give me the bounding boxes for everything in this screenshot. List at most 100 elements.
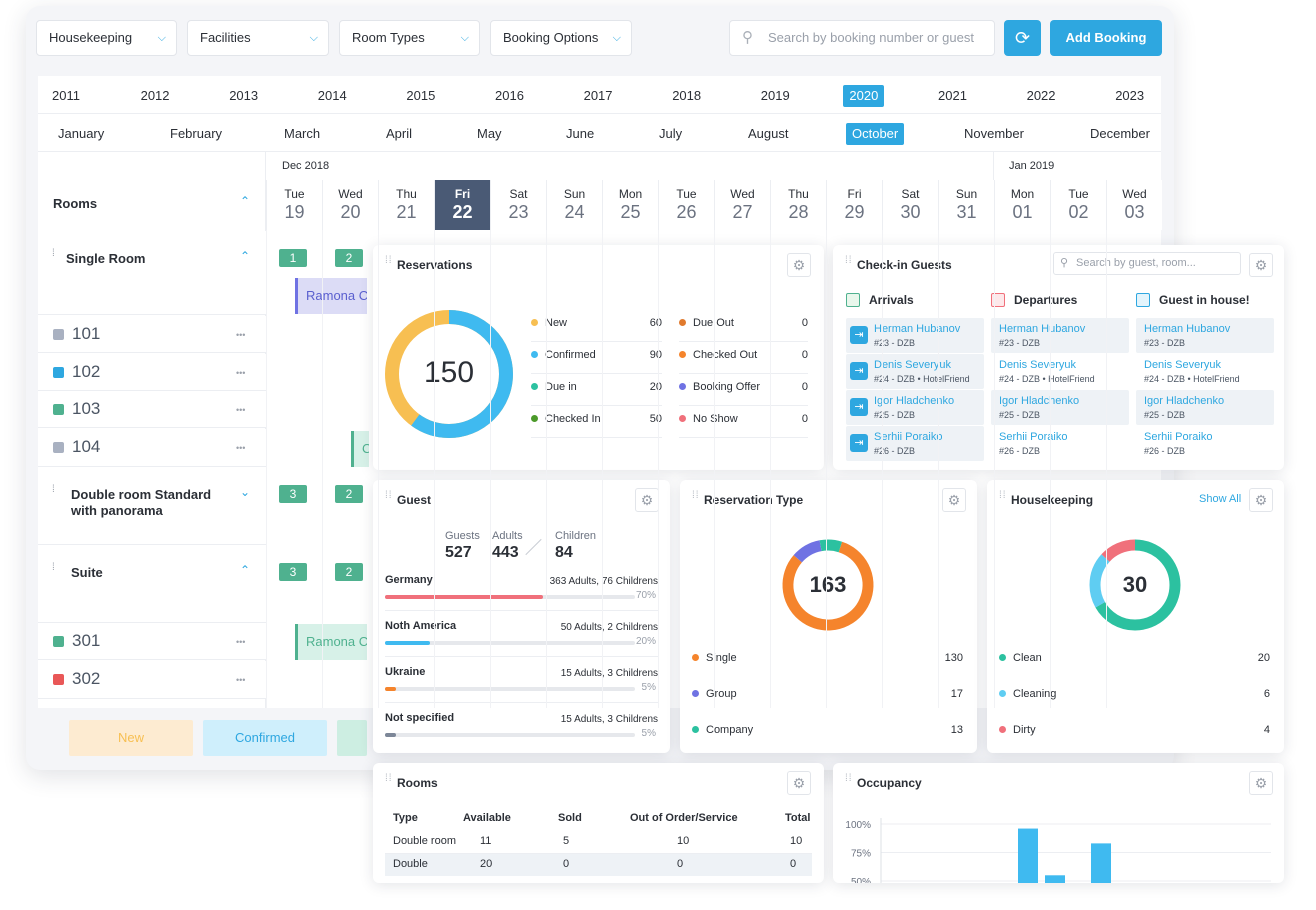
room-types-filter[interactable]: Room Types ⌵: [339, 20, 480, 56]
day-header[interactable]: Mon 25: [602, 180, 658, 230]
day-header[interactable]: Sat 23: [490, 180, 546, 230]
year-2015[interactable]: 2015: [406, 88, 436, 103]
chevron-down-icon[interactable]: ⌄: [240, 485, 251, 499]
guest-name[interactable]: Herman Hubanov: [1144, 323, 1231, 335]
guest-item[interactable]: ⇥ Serhii Poraiko #26 - DZB: [846, 426, 984, 461]
day-header[interactable]: Sat 30: [882, 180, 938, 230]
guest-name[interactable]: Igor Hladchenko: [999, 395, 1080, 407]
guest-item[interactable]: Serhii Poraiko #26 - DZB: [1136, 426, 1274, 461]
legend-confirmed[interactable]: Confirmed: [203, 720, 327, 756]
year-2022[interactable]: 2022: [1026, 88, 1056, 103]
guest-name[interactable]: Herman Hubanov: [999, 323, 1086, 335]
year-2011[interactable]: 2011: [52, 88, 80, 103]
year-2023[interactable]: 2023: [1115, 88, 1145, 103]
drag-handle-icon[interactable]: ⁞⁞: [385, 255, 393, 266]
drag-handle-icon[interactable]: ⁞: [52, 484, 55, 495]
occupancy-bar[interactable]: [1091, 843, 1111, 883]
gear-icon[interactable]: ⚙: [1249, 771, 1273, 795]
booking-bar[interactable]: C: [351, 431, 369, 467]
month-january[interactable]: January: [58, 126, 105, 141]
booking-bar[interactable]: Ramona C: [295, 278, 367, 314]
drag-handle-icon[interactable]: ⁞⁞: [385, 773, 393, 784]
day-header[interactable]: Tue 26: [658, 180, 714, 230]
more-options-icon[interactable]: •••: [236, 368, 246, 378]
guest-item[interactable]: Herman Hubanov #23 - DZB: [991, 318, 1129, 353]
more-options-icon[interactable]: •••: [236, 405, 246, 415]
guest-name[interactable]: Serhii Poraiko: [874, 431, 943, 443]
day-header[interactable]: Wed 03: [1106, 180, 1162, 230]
month-november[interactable]: November: [964, 126, 1024, 141]
guest-name[interactable]: Serhii Poraiko: [999, 431, 1068, 443]
gear-icon[interactable]: ⚙: [1249, 488, 1273, 512]
day-header[interactable]: Sun 31: [938, 180, 994, 230]
facilities-filter[interactable]: Facilities ⌵: [187, 20, 329, 56]
exit-icon[interactable]: ⇥: [850, 326, 868, 344]
more-options-icon[interactable]: •••: [236, 637, 246, 647]
add-booking-button[interactable]: Add Booking: [1050, 20, 1162, 56]
month-march[interactable]: March: [284, 126, 321, 141]
day-header[interactable]: Tue 19: [266, 180, 322, 230]
more-options-icon[interactable]: •••: [236, 330, 246, 340]
drag-handle-icon[interactable]: ⁞: [52, 248, 55, 259]
day-header[interactable]: Wed 27: [714, 180, 770, 230]
guest-item[interactable]: ⇥ Herman Hubanov #23 - DZB: [846, 318, 984, 353]
month-august[interactable]: August: [748, 126, 789, 141]
year-2019[interactable]: 2019: [760, 88, 790, 103]
year-2018[interactable]: 2018: [672, 88, 702, 103]
booking-options-filter[interactable]: Booking Options ⌵: [490, 20, 632, 56]
day-header[interactable]: Sun 24: [546, 180, 602, 230]
month-december[interactable]: December: [1090, 126, 1150, 141]
year-2014[interactable]: 2014: [317, 88, 347, 103]
month-july[interactable]: July: [659, 126, 683, 141]
year-2016[interactable]: 2016: [495, 88, 524, 103]
booking-bar[interactable]: Ramona C: [295, 624, 367, 660]
guest-name[interactable]: Serhii Poraiko: [1144, 431, 1213, 443]
drag-handle-icon[interactable]: ⁞: [52, 562, 55, 573]
drag-handle-icon[interactable]: ⁞⁞: [999, 490, 1007, 501]
drag-handle-icon[interactable]: ⁞⁞: [845, 255, 853, 266]
guest-item[interactable]: Igor Hladchenko #25 - DZB: [1136, 390, 1274, 425]
show-all-link[interactable]: Show All: [1199, 493, 1242, 505]
guest-search-input[interactable]: ⚲ Search by guest, room...: [1053, 252, 1241, 275]
year-2021[interactable]: 2021: [938, 88, 967, 103]
year-2020[interactable]: 2020: [843, 85, 885, 107]
guest-item[interactable]: Denis Severyuk #24 - DZB • HotelFriend: [1136, 354, 1274, 389]
guest-item[interactable]: Denis Severyuk #24 - DZB • HotelFriend: [991, 354, 1129, 389]
gear-icon[interactable]: ⚙: [942, 488, 966, 512]
day-header[interactable]: Mon 01: [994, 180, 1050, 230]
gear-icon[interactable]: ⚙: [787, 771, 811, 795]
month-october[interactable]: October: [846, 123, 905, 145]
more-options-icon[interactable]: •••: [236, 675, 246, 685]
gear-icon[interactable]: ⚙: [787, 253, 811, 277]
year-2017[interactable]: 2017: [583, 88, 613, 103]
exit-icon[interactable]: ⇥: [850, 362, 868, 380]
month-june[interactable]: June: [566, 126, 595, 141]
guest-name[interactable]: Denis Severyuk: [874, 359, 952, 371]
chevron-up-icon[interactable]: ⌃: [240, 194, 251, 208]
booking-search-input[interactable]: ⚲ Search by booking number or guest: [729, 20, 995, 56]
guest-name[interactable]: Igor Hladchenko: [874, 395, 955, 407]
legend-due-in[interactable]: [337, 720, 367, 756]
more-options-icon[interactable]: •••: [236, 443, 246, 453]
day-header[interactable]: Wed 20: [322, 180, 378, 230]
year-2012[interactable]: 2012: [140, 88, 170, 103]
exit-icon[interactable]: ⇥: [850, 398, 868, 416]
guest-name[interactable]: Igor Hladchenko: [1144, 395, 1225, 407]
drag-handle-icon[interactable]: ⁞⁞: [845, 773, 853, 784]
year-2013[interactable]: 2013: [229, 88, 259, 103]
drag-handle-icon[interactable]: ⁞⁞: [692, 490, 700, 501]
gear-icon[interactable]: ⚙: [635, 488, 659, 512]
refresh-button[interactable]: ⟳: [1004, 20, 1041, 56]
drag-handle-icon[interactable]: ⁞⁞: [385, 490, 393, 501]
guest-name[interactable]: Denis Severyuk: [999, 359, 1077, 371]
day-header[interactable]: Fri 29: [826, 180, 882, 230]
chevron-up-icon[interactable]: ⌃: [240, 249, 251, 263]
day-header[interactable]: Thu 21: [378, 180, 434, 230]
guest-item[interactable]: Herman Hubanov #23 - DZB: [1136, 318, 1274, 353]
month-february[interactable]: February: [170, 126, 223, 141]
guest-name[interactable]: Denis Severyuk: [1144, 359, 1222, 371]
occupancy-bar[interactable]: [1045, 875, 1065, 883]
legend-new[interactable]: New: [69, 720, 193, 756]
exit-icon[interactable]: ⇥: [850, 434, 868, 452]
guest-item[interactable]: Serhii Poraiko #26 - DZB: [991, 426, 1129, 461]
